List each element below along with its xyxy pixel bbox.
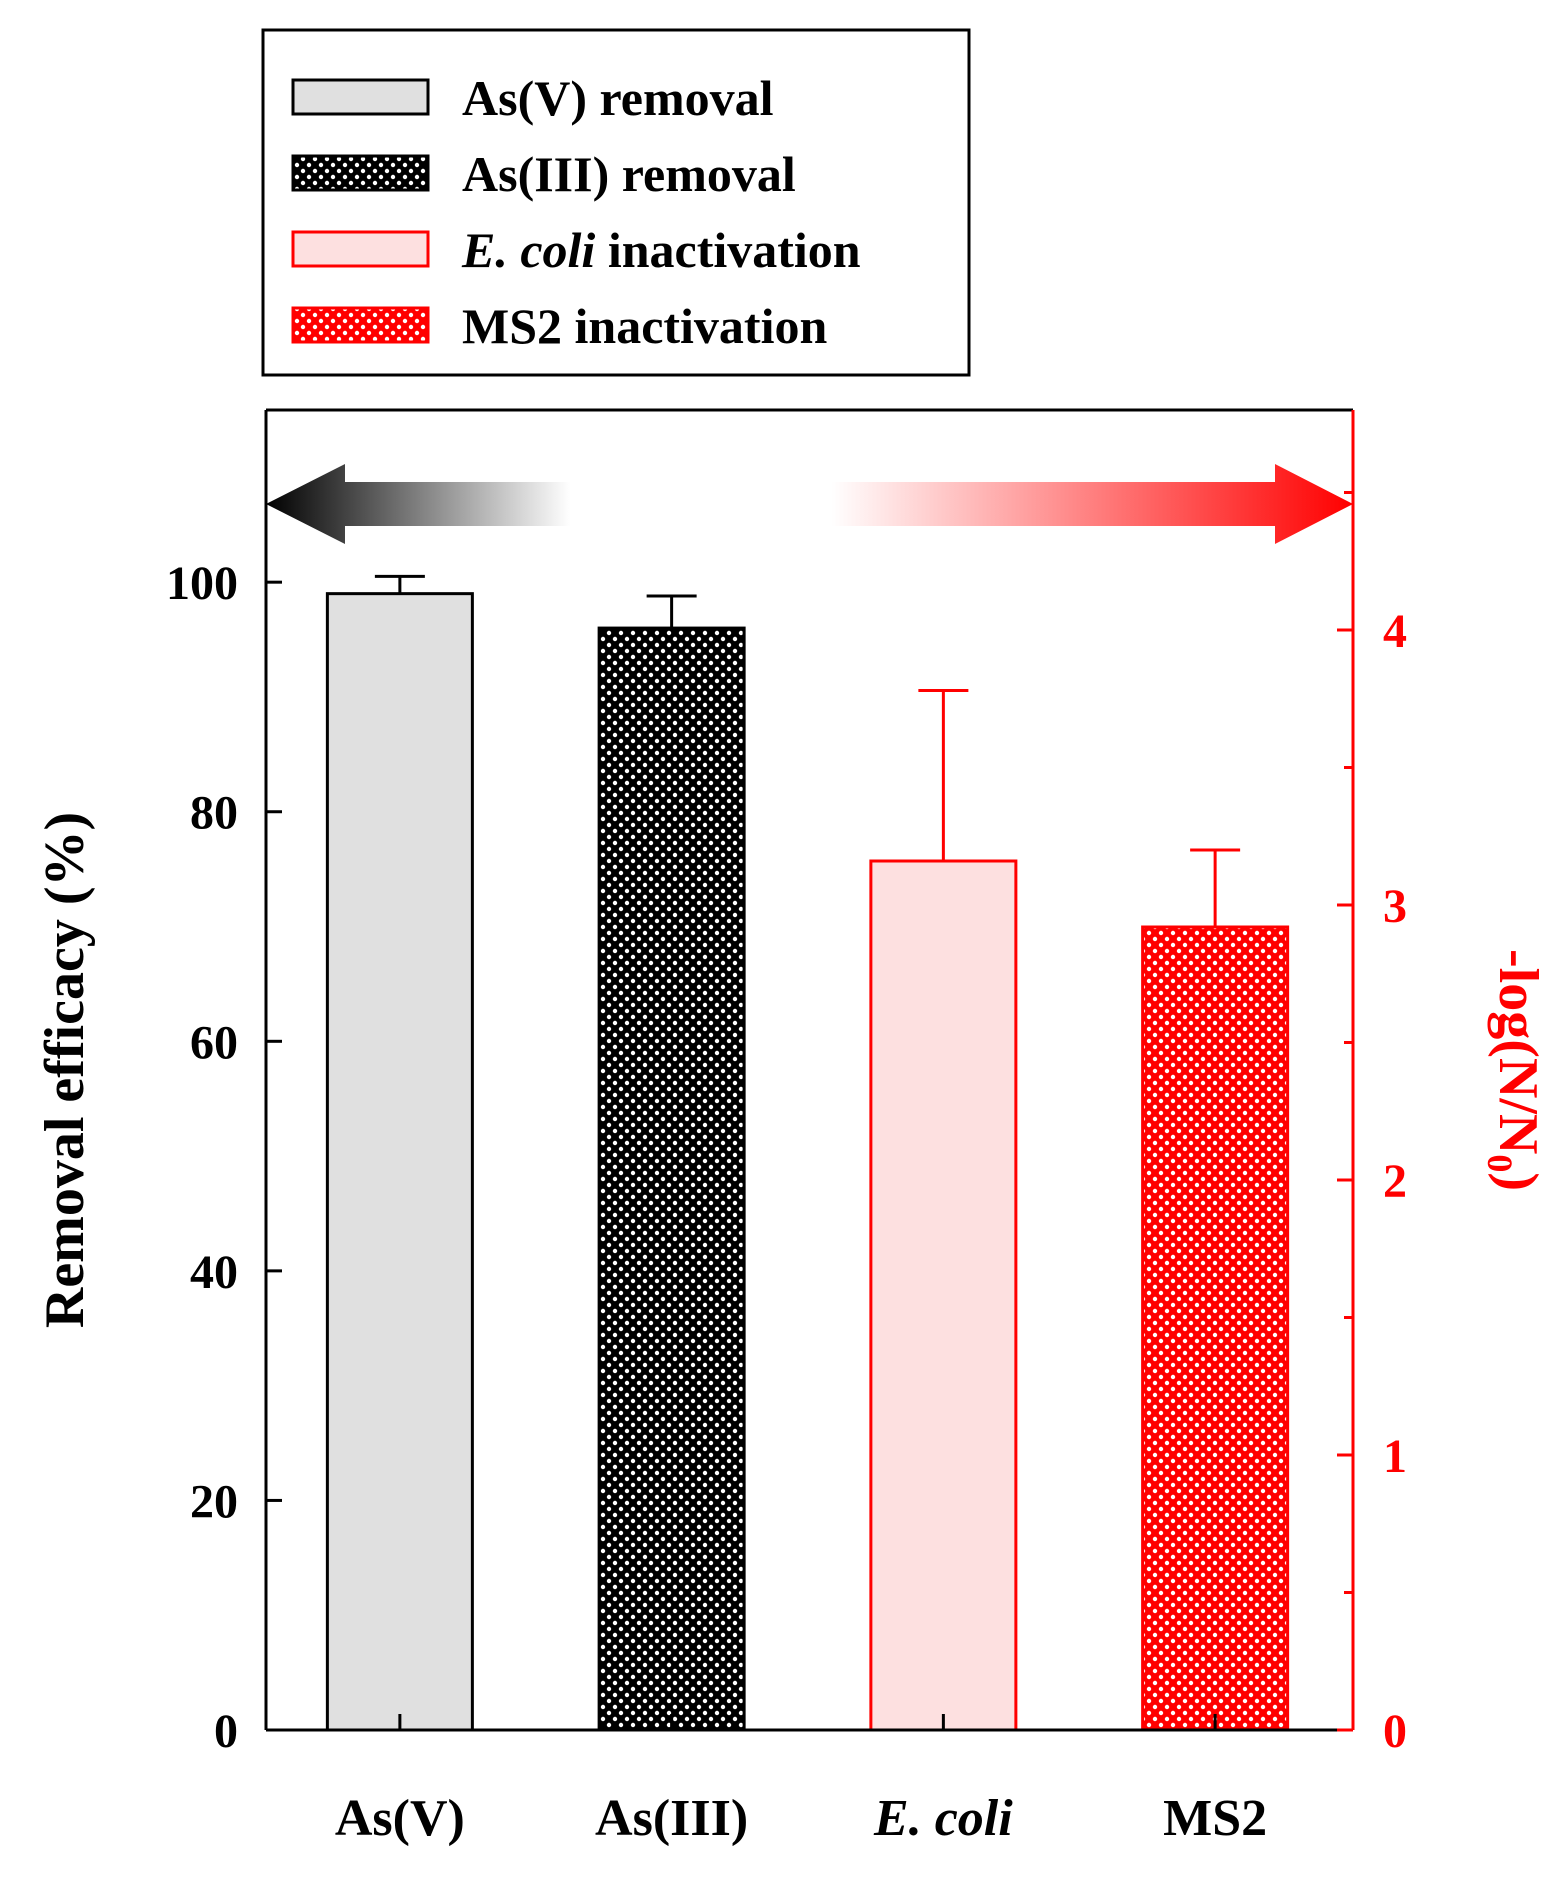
left-tick-label: 80 (190, 787, 238, 840)
bar (597, 626, 746, 1732)
x-tick-label: As(III) (595, 1790, 748, 1847)
x-tick-label: E. coli (873, 1790, 1013, 1847)
x-ticks: As(V) As(III) E. coli MS2 (335, 1714, 1267, 1847)
right-tick-label: 2 (1383, 1155, 1407, 1208)
legend-swatch (291, 78, 430, 116)
legend-label: As(V) removal (462, 70, 774, 126)
legend-label: As(III) removal (462, 146, 796, 202)
right-tick-label: 4 (1383, 605, 1407, 658)
x-tick-label: MS2 (1163, 1790, 1267, 1847)
left-tick-label: 20 (190, 1475, 238, 1528)
left-tick-label: 60 (190, 1016, 238, 1069)
legend: As(V) removal As(III) removal E. coli inac… (261, 28, 971, 377)
left-ticks: 0 20 40 60 80 100 (166, 557, 282, 1758)
axes: 0 20 40 60 80 100 0 1 2 3 4 As(V) As(III) E. coli MS… (166, 408, 1407, 1847)
x-tick-label: As(V) (335, 1790, 465, 1847)
legend-label: E. coli inactivation (461, 222, 861, 278)
bar (869, 859, 1018, 1732)
y-left-title: Removal efficacy (%) (34, 812, 96, 1328)
legend-swatch (291, 306, 430, 344)
left-tick-label: 40 (190, 1246, 238, 1299)
right-tick-label: 3 (1383, 880, 1407, 933)
legend-frame (261, 28, 971, 377)
bar (325, 592, 474, 1732)
bar (1141, 925, 1290, 1732)
bars (325, 574, 1290, 1732)
legend-label: MS2 inactivation (462, 298, 827, 354)
gradient-arrow-shape (266, 464, 1353, 544)
right-tick-label: 1 (1383, 1430, 1407, 1483)
right-ticks: 0 1 2 3 4 (1337, 491, 1407, 1758)
left-tick-label: 100 (166, 557, 238, 610)
gradient-arrow (266, 464, 1353, 544)
y-right-title: -log(N/N0) (1480, 949, 1549, 1191)
legend-swatch (291, 230, 430, 268)
left-tick-label: 0 (214, 1705, 238, 1758)
legend-swatch (291, 154, 430, 192)
right-tick-label: 0 (1383, 1705, 1407, 1758)
